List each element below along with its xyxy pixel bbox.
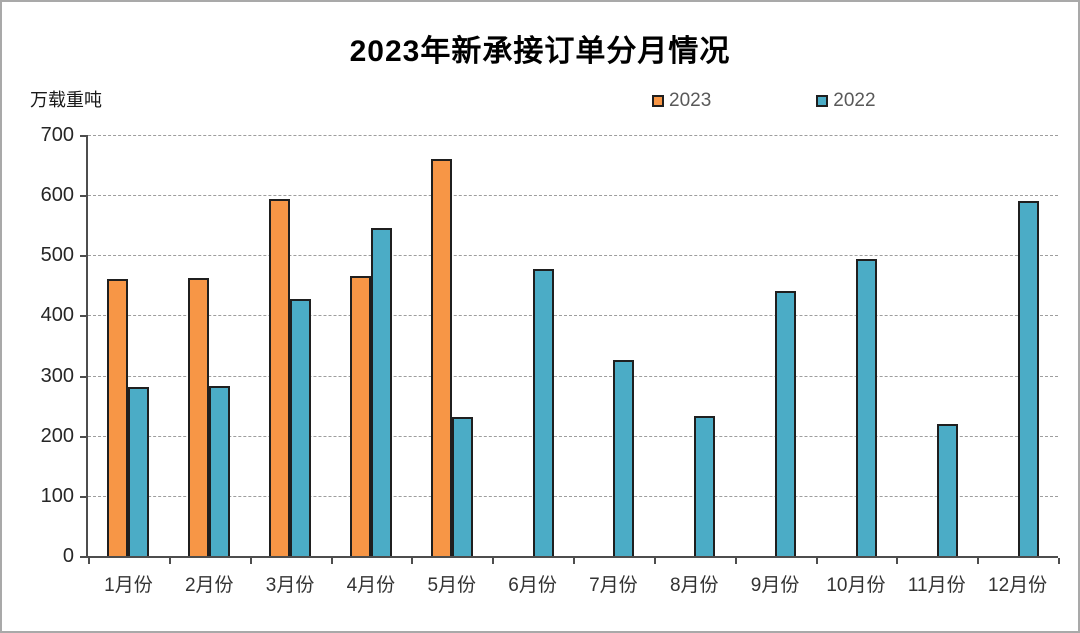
y-tick-label: 300	[40, 364, 74, 387]
bar-2022-11月份	[936, 423, 958, 556]
bar-2022-2月份	[209, 385, 231, 556]
gridline-700	[88, 135, 1058, 136]
bar-2022-6月份	[532, 269, 554, 556]
bar-2022-8月份	[694, 416, 716, 556]
x-tick	[573, 558, 575, 564]
bar-2022-3月份	[290, 298, 312, 556]
legend: 2023 2022	[652, 91, 876, 110]
y-tick-600	[80, 195, 86, 198]
x-tick-label: 6月份	[508, 575, 557, 596]
x-tick-label: 3月份	[265, 575, 315, 596]
x-tick-label: 8月份	[669, 575, 719, 596]
y-tick-label: 700	[40, 124, 74, 146]
y-tick-label: 600	[40, 184, 74, 207]
y-tick-700	[80, 135, 86, 137]
bar-2023-5月份	[430, 159, 452, 556]
bar-2023-1月份	[107, 279, 129, 556]
bar-2023-2月份	[188, 278, 210, 556]
y-tick-300	[80, 375, 86, 378]
y-tick-label: 200	[40, 424, 74, 447]
legend-label-2022: 2022	[833, 90, 876, 111]
x-tick-label: 11月份	[907, 575, 966, 596]
legend-item-2022: 2022	[816, 90, 876, 111]
x-tick	[896, 558, 899, 564]
legend-label-2023: 2023	[669, 90, 712, 111]
x-tick-label: 9月份	[750, 575, 800, 596]
x-tick-label: 10月份	[826, 575, 886, 596]
gridline-500	[88, 255, 1058, 257]
bar-2023-3月份	[269, 199, 291, 556]
bar-2022-12月份	[1017, 200, 1039, 556]
bar-2022-10月份	[855, 258, 877, 556]
x-tick-label: 12月份	[988, 575, 1048, 596]
x-tick	[815, 558, 818, 564]
x-tick	[492, 558, 495, 564]
y-tick-0	[80, 556, 86, 558]
y-tick-100	[80, 495, 86, 498]
gridline-100	[88, 495, 1058, 497]
x-tick	[168, 558, 171, 564]
gridline-400	[88, 315, 1058, 317]
y-tick-label: 500	[40, 244, 74, 267]
y-axis-unit-label: 万载重吨	[30, 90, 102, 110]
bar-2022-9月份	[775, 291, 797, 556]
x-tick	[249, 558, 252, 564]
x-tick-label: 5月份	[427, 575, 477, 596]
x-tick	[734, 558, 737, 564]
x-tick	[411, 558, 414, 564]
x-tick	[330, 558, 333, 564]
legend-swatch-2022	[816, 94, 829, 107]
legend-swatch-2023	[652, 94, 664, 107]
gridline-300	[88, 375, 1058, 377]
y-tick-label: 400	[40, 304, 74, 327]
plot-area: 0 100 200 300 400 500 600 700 1月份 2月份 3月份 4月份 5月份 6月份…	[41, 124, 1060, 596]
y-tick-500	[80, 255, 86, 258]
x-tick-label: 7月份	[589, 575, 638, 596]
bar-2022-4月份	[370, 227, 392, 556]
x-tick	[653, 558, 656, 564]
y-tick-label: 100	[40, 484, 74, 507]
x-tick	[1058, 558, 1060, 564]
x-tick-label: 2月份	[184, 575, 234, 596]
x-tick	[977, 558, 980, 564]
gridline-200	[88, 435, 1058, 437]
legend-item-2023: 2023	[652, 91, 711, 110]
y-tick-400	[80, 315, 86, 318]
bar-2023-4月份	[349, 275, 371, 556]
y-tick-200	[80, 435, 86, 438]
bar-2022-7月份	[613, 359, 635, 556]
x-tick-label: 1月份	[104, 575, 153, 596]
gridline-600	[88, 195, 1058, 197]
x-tick	[88, 558, 90, 564]
bar-2022-5月份	[451, 417, 473, 556]
x-tick-label: 4月份	[346, 575, 396, 596]
y-tick-label: 0	[62, 545, 74, 567]
chart-title: 2023年新承接订单分月情况	[349, 35, 731, 68]
bar-2022-1月份	[128, 387, 150, 556]
